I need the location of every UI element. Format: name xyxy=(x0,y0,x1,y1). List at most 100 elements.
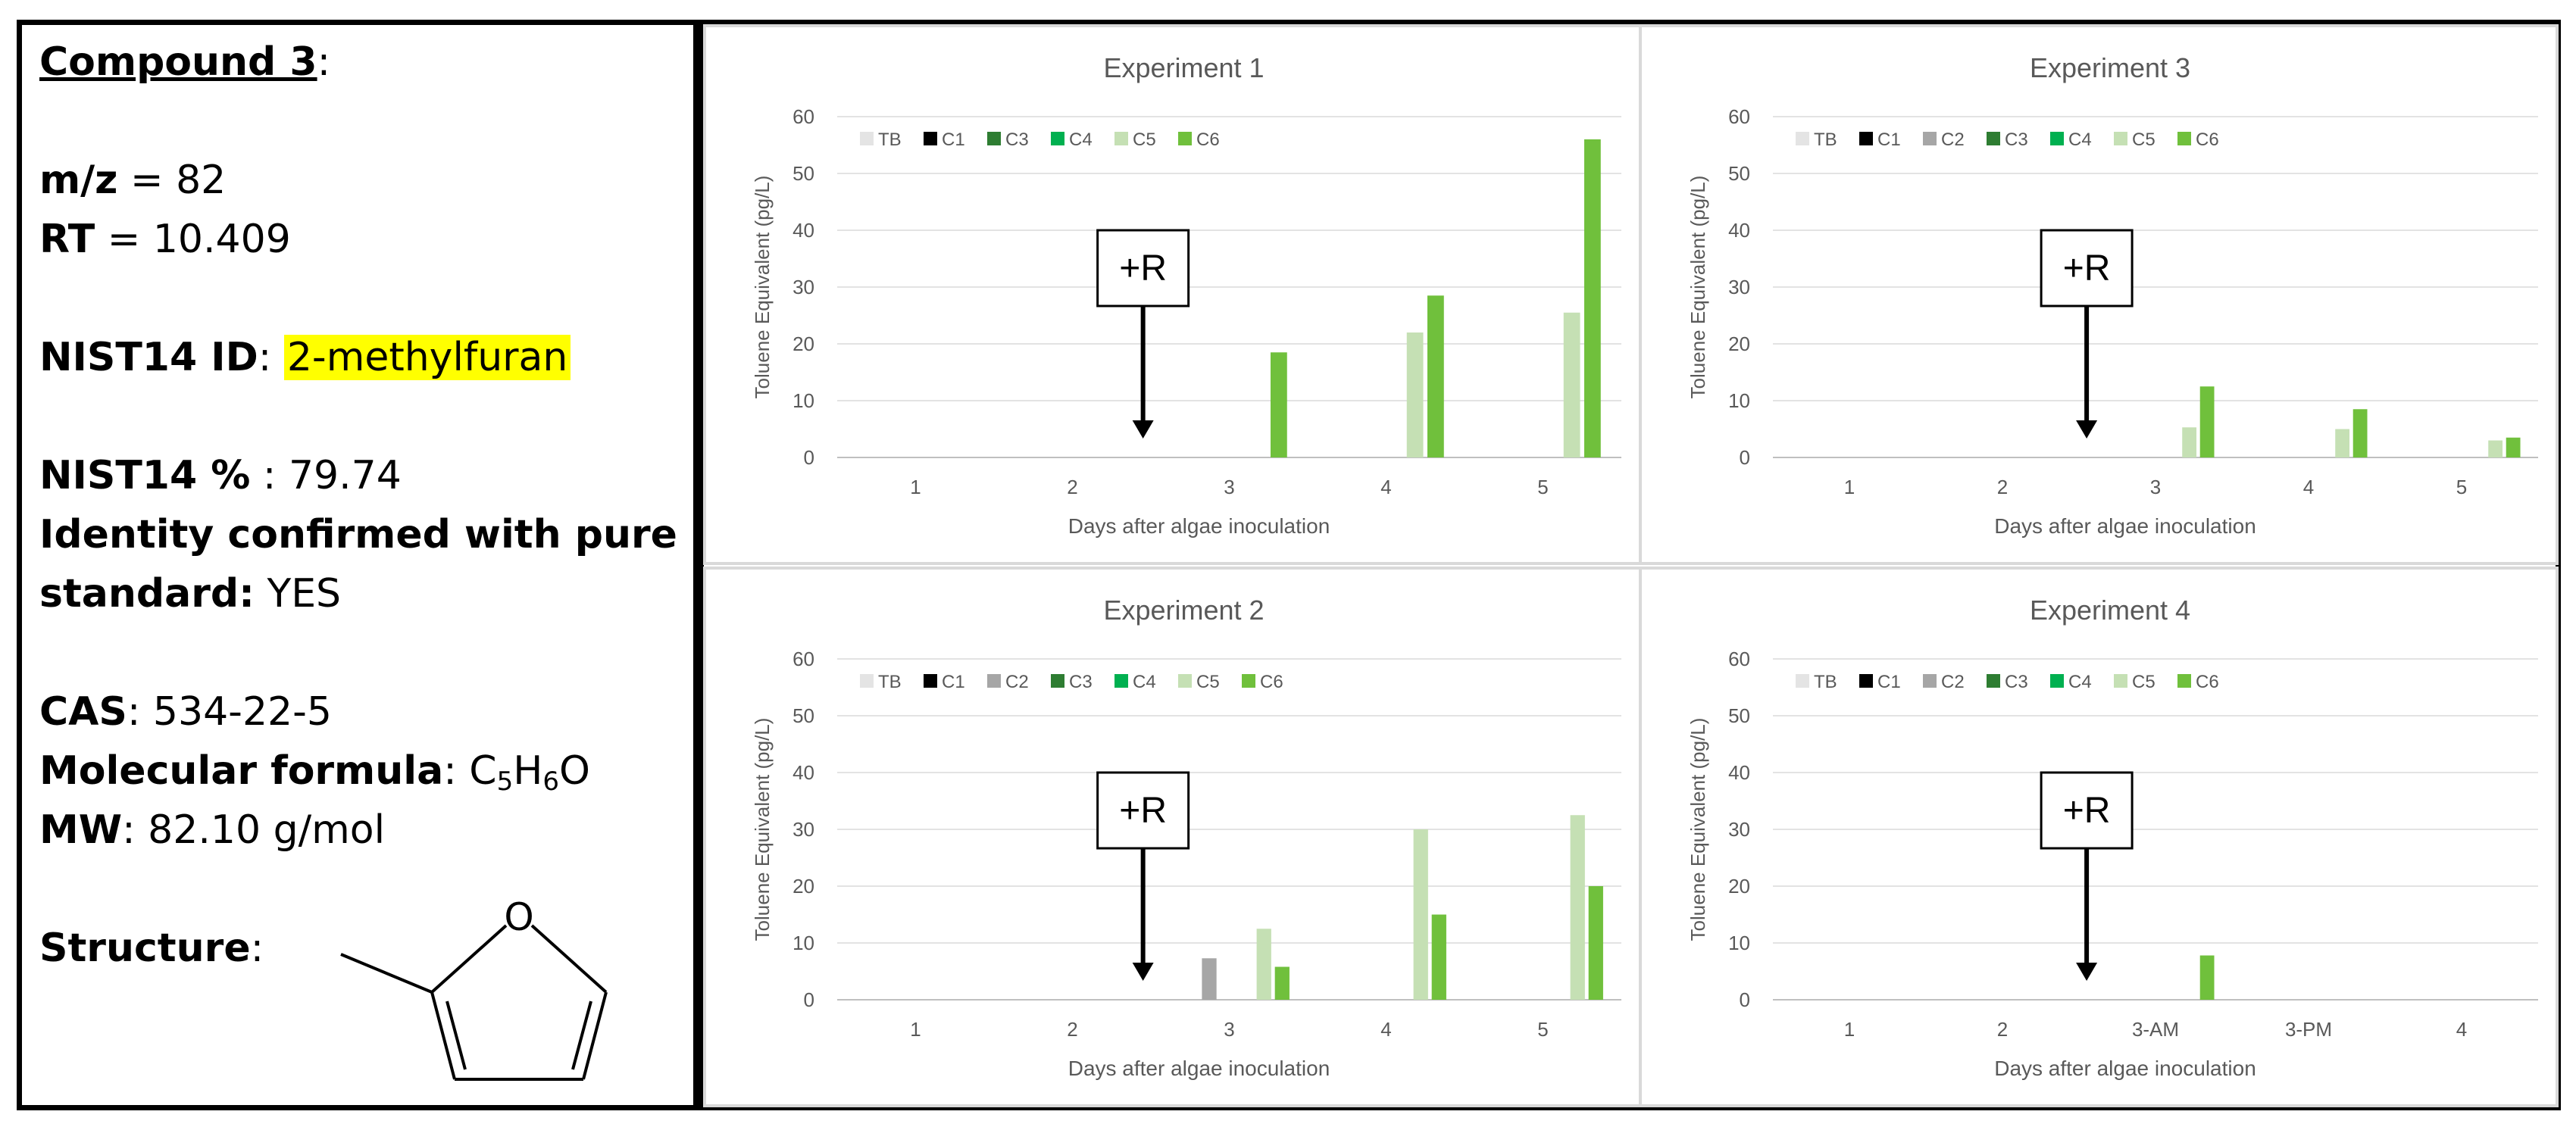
y-axis-label: Toluene Equivalent (pg/L) xyxy=(1687,718,1709,941)
legend-swatch-c5 xyxy=(1178,674,1192,688)
cas-value: 534-22-5 xyxy=(152,689,332,735)
y-tick-label: 0 xyxy=(1740,988,1750,1011)
annotation-label: +R xyxy=(2063,248,2111,289)
legend-swatch-tb xyxy=(1796,674,1809,688)
nist-pct-line: NIST14 % : 79.74 xyxy=(39,453,402,498)
bar-c5 xyxy=(2182,427,2197,457)
identity-label-2: standard: xyxy=(39,571,255,617)
y-tick-label: 50 xyxy=(1728,162,1750,185)
chart-title: Experiment 2 xyxy=(1103,595,1264,626)
bar-c2 xyxy=(1202,958,1217,1000)
legend-label: C3 xyxy=(1069,672,1093,692)
bar-c5 xyxy=(1406,332,1424,457)
legend-label: C5 xyxy=(1196,672,1220,692)
ring-double-bond-c2-c3 xyxy=(445,1001,467,1070)
legend-swatch-c1 xyxy=(924,674,937,688)
legend-label: C6 xyxy=(2196,130,2219,150)
legend-swatch-c6 xyxy=(1242,674,1255,688)
legend-swatch-c6 xyxy=(1178,132,1192,145)
ring-double-bond-c4-c5 xyxy=(571,1001,592,1070)
rt-value: 10.409 xyxy=(152,217,291,262)
bar-c5 xyxy=(1256,929,1271,1000)
y-tick-label: 10 xyxy=(1728,932,1750,954)
bar-c6 xyxy=(2199,386,2215,457)
legend-label: TB xyxy=(878,672,902,692)
legend-swatch-tb xyxy=(860,132,874,145)
bar-c6 xyxy=(1270,352,1287,457)
legend-label: C1 xyxy=(942,130,965,150)
y-tick-label: 60 xyxy=(792,648,814,670)
y-axis-label: Toluene Equivalent (pg/L) xyxy=(1687,176,1709,399)
legend-label: C3 xyxy=(2005,130,2028,150)
mz-label: m/z xyxy=(39,158,118,203)
legend-swatch-c3 xyxy=(1987,674,2000,688)
legend-label: C4 xyxy=(2068,130,2092,150)
annotation-box xyxy=(1096,229,1190,308)
mw-line: MW: 82.10 g/mol xyxy=(39,807,386,853)
legend-swatch-c5 xyxy=(2114,132,2127,145)
bar-c6 xyxy=(1588,886,1603,1000)
legend-label: TB xyxy=(1814,672,1837,692)
x-tick-label: 2 xyxy=(1997,476,2008,498)
legend-swatch-c4 xyxy=(1114,674,1128,688)
y-tick-label: 50 xyxy=(792,704,814,727)
annotation-arrow-head xyxy=(2076,420,2098,439)
legend-label: C4 xyxy=(2068,672,2092,692)
y-tick-label: 50 xyxy=(792,162,814,185)
legend-swatch-tb xyxy=(1796,132,1809,145)
bar-c5 xyxy=(1563,312,1580,457)
legend-label: C6 xyxy=(1196,130,1220,150)
x-tick-label: 5 xyxy=(1537,476,1548,498)
cas-line: CAS: 534-22-5 xyxy=(39,689,332,735)
legend-label: C1 xyxy=(1877,672,1901,692)
x-tick-label: 3 xyxy=(1224,476,1234,498)
annotation-arrow-head xyxy=(2076,963,2098,981)
y-tick-label: 50 xyxy=(1728,704,1750,727)
y-tick-label: 40 xyxy=(792,761,814,784)
x-tick-label: 5 xyxy=(2456,476,2467,498)
y-tick-label: 10 xyxy=(1728,389,1750,412)
legend-swatch-c4 xyxy=(2050,132,2064,145)
legend-swatch-c3 xyxy=(1987,132,2000,145)
identity-line-2: standard: YES xyxy=(39,574,341,613)
legend-label: TB xyxy=(878,130,902,150)
rt-label: RT xyxy=(39,217,95,262)
nist-id-value: 2-methylfuran xyxy=(283,335,571,380)
legend-label: C1 xyxy=(942,672,965,692)
x-tick-label: 1 xyxy=(1844,1018,1855,1041)
legend-swatch-c3 xyxy=(987,132,1001,145)
ring-bond-c5-c4 xyxy=(582,991,608,1080)
y-tick-label: 10 xyxy=(792,932,814,954)
y-tick-label: 20 xyxy=(1728,332,1750,355)
formula-value: C5H6O xyxy=(469,748,590,797)
legend-label: C3 xyxy=(1005,130,1029,150)
bar-c5 xyxy=(1570,815,1585,1000)
y-axis-label: Toluene Equivalent (pg/L) xyxy=(751,176,774,399)
legend-label: C5 xyxy=(2132,672,2156,692)
bar-c6 xyxy=(1274,966,1290,1000)
compound-heading: Compound 3: xyxy=(39,39,331,85)
formula-line: Molecular formula: C5H6O xyxy=(39,748,590,797)
chart-group: Experiment 1 0 10 20 30 40 50 60 Toluene Equival… xyxy=(703,24,1642,565)
bar-c5 xyxy=(1413,829,1428,1000)
y-tick-label: 60 xyxy=(1728,648,1750,670)
nist-id-line: NIST14 ID: 2-methylfuran xyxy=(39,335,571,380)
x-tick-label: 3 xyxy=(1224,1018,1234,1041)
legend-label: TB xyxy=(1814,130,1837,150)
legend-swatch-tb xyxy=(860,674,874,688)
legend-label: C4 xyxy=(1069,130,1093,150)
annotation-label: +R xyxy=(1119,791,1167,831)
chart-title: Experiment 4 xyxy=(2030,595,2190,626)
y-tick-label: 0 xyxy=(804,446,814,469)
compound-info-panel xyxy=(17,20,699,1110)
x-tick-label: 1 xyxy=(910,1018,921,1041)
identity-value: YES xyxy=(267,571,342,617)
chart-title: Experiment 3 xyxy=(2030,52,2190,83)
annotation-label: +R xyxy=(1119,248,1167,289)
y-tick-label: 30 xyxy=(792,276,814,298)
x-tick-label: 1 xyxy=(1844,476,1855,498)
legend-label: C5 xyxy=(2132,130,2156,150)
x-tick-label: 3-AM xyxy=(2132,1018,2179,1041)
